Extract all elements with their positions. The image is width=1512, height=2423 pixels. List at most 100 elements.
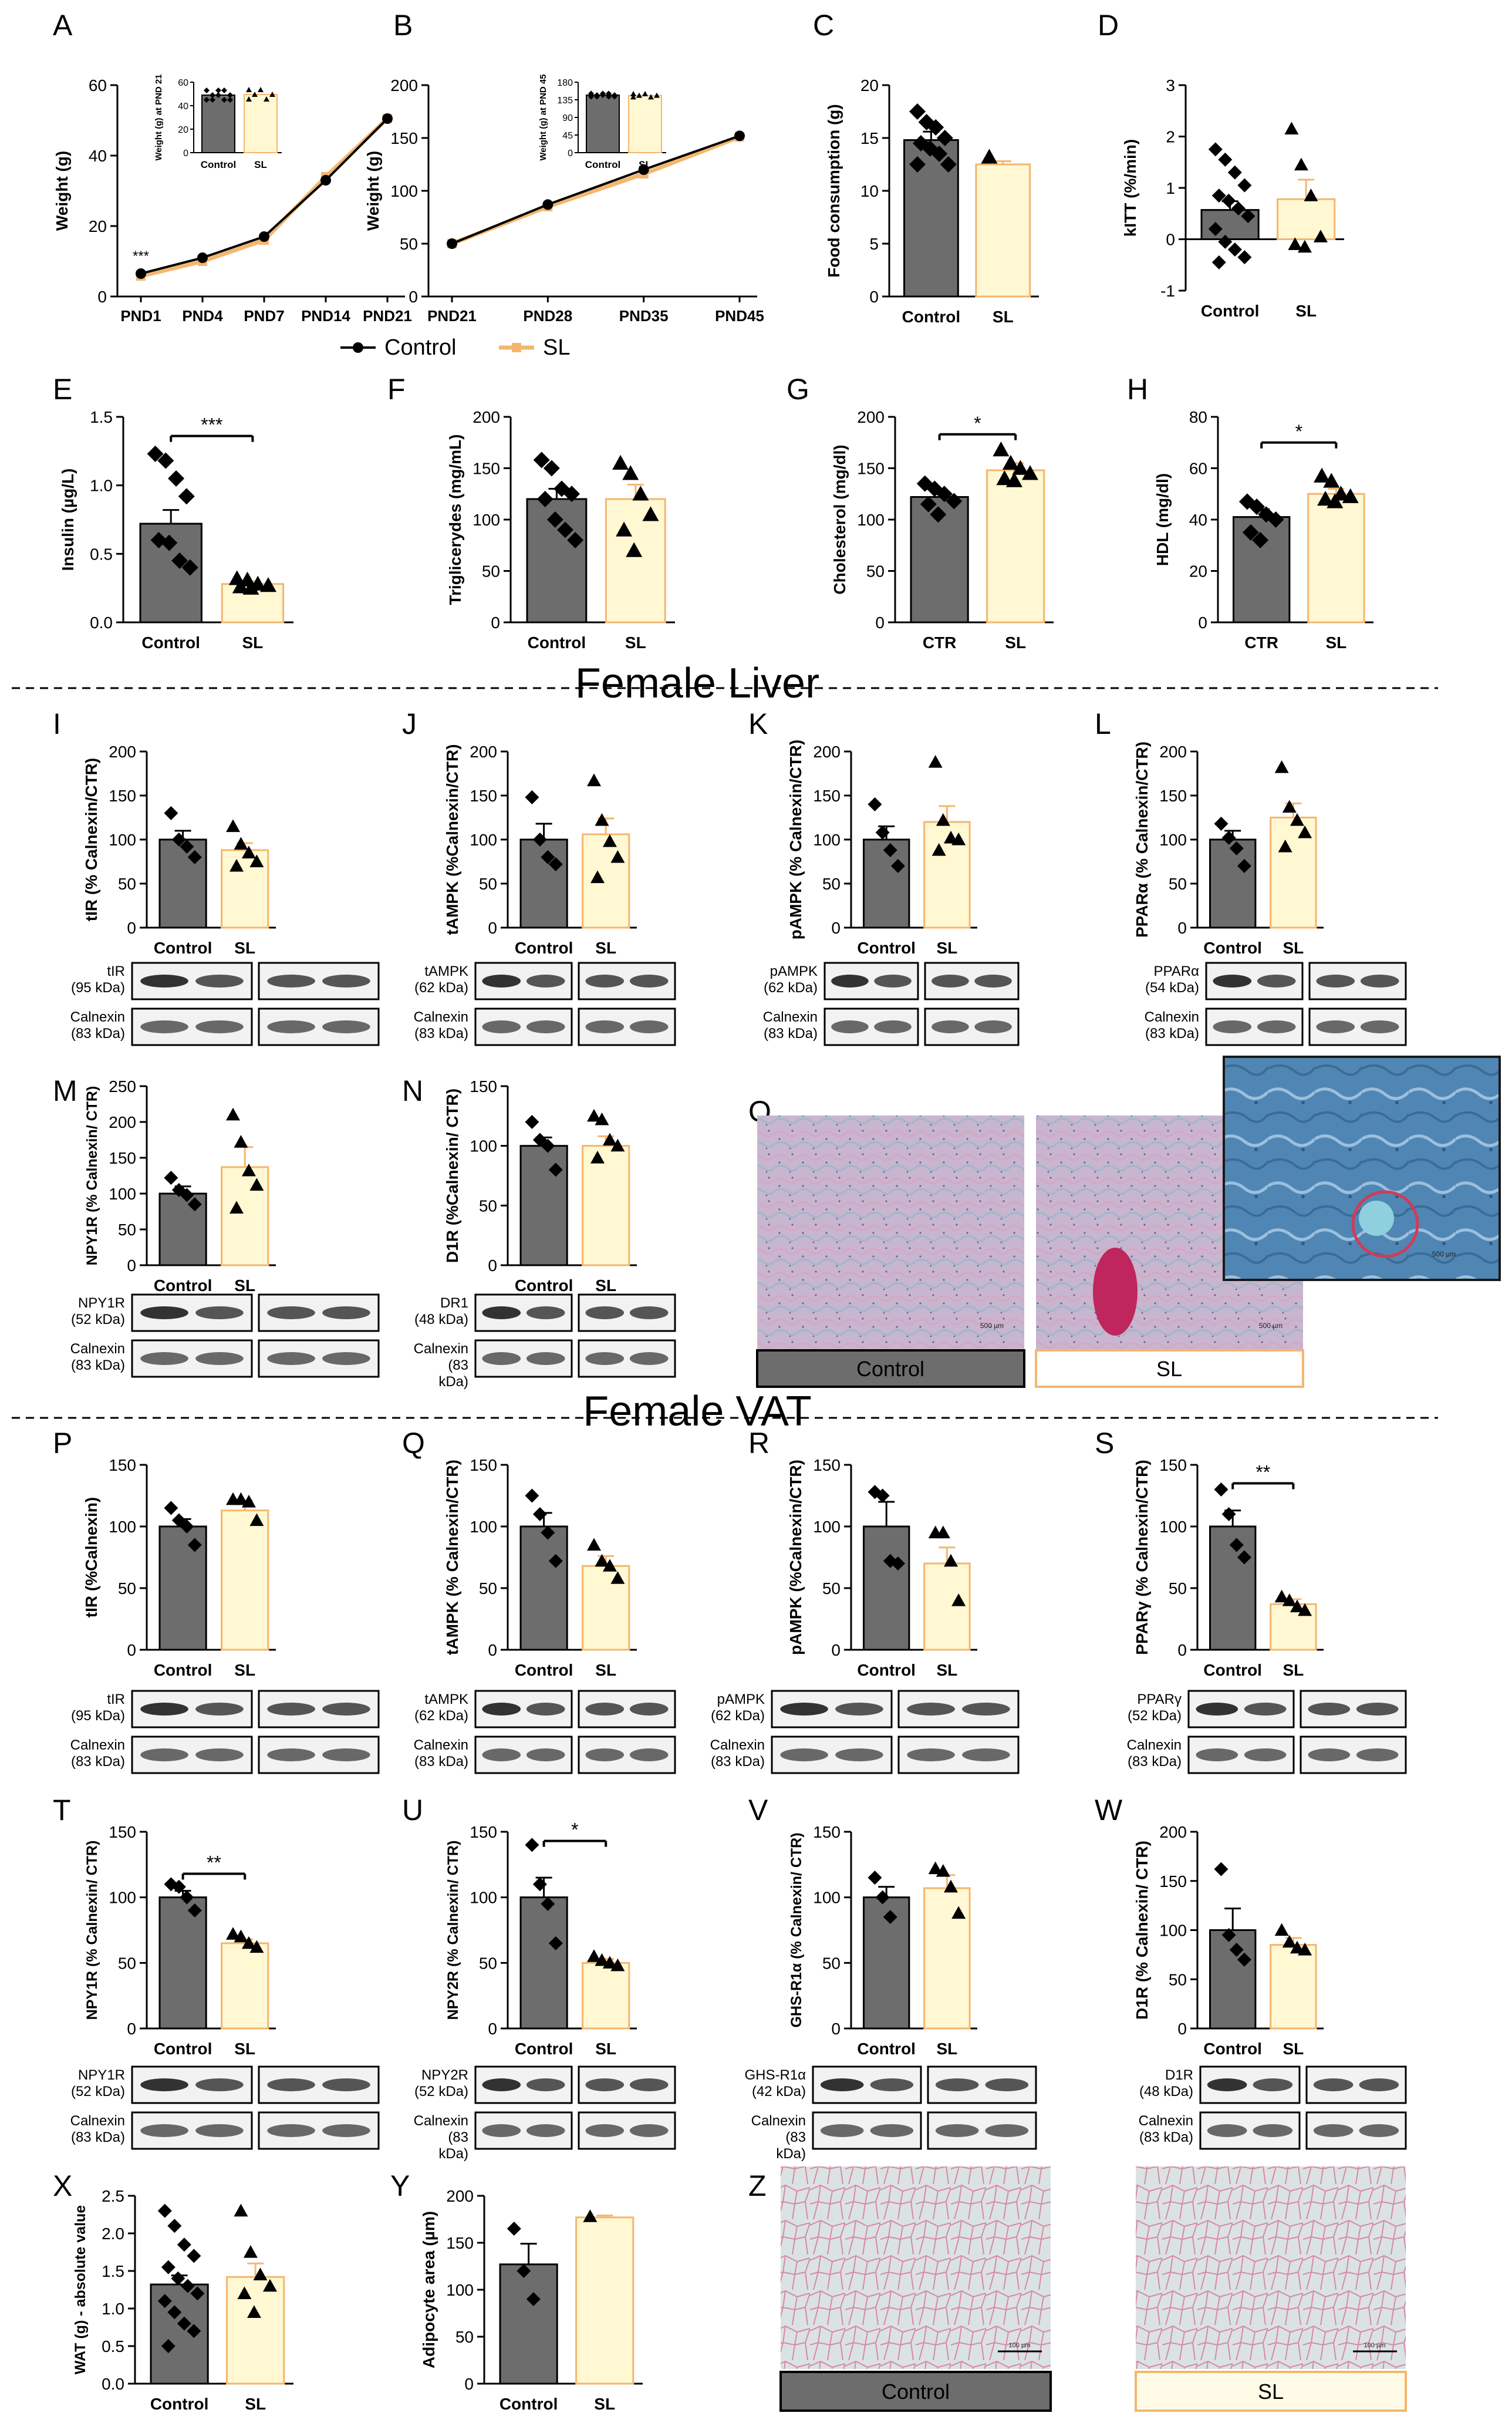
y-tick-label: 0 <box>488 2020 497 2038</box>
blot-band <box>526 1748 565 1761</box>
y-tick-label: 0.0 <box>102 2375 124 2393</box>
blot-label: Calnexin <box>414 1737 468 1753</box>
x-tick-label: PND45 <box>715 307 764 325</box>
x-tick-label: SL <box>234 1276 255 1295</box>
control-data-point <box>187 2324 201 2338</box>
y-tick-label: 100 <box>446 2281 474 2299</box>
x-tick-label: PND7 <box>244 307 284 325</box>
x-tick-label: PND4 <box>182 307 223 325</box>
y-axis-label: Weight (g) <box>53 151 71 231</box>
y-tick-label: 0 <box>831 2020 841 2038</box>
blot-band <box>907 1703 955 1716</box>
sl-data-point <box>1282 1935 1297 1948</box>
blot-label: (52 kDa) <box>71 1312 125 1327</box>
control-data-point <box>936 130 953 146</box>
sl-data-point <box>602 834 617 847</box>
blot-band <box>1313 2078 1354 2091</box>
blot-label: Calnexin <box>414 1009 468 1025</box>
blot-band <box>629 1703 669 1716</box>
inset-data-point <box>630 94 636 100</box>
y-tick-label: 50 <box>822 1579 841 1598</box>
blot-band <box>1356 1703 1399 1716</box>
control-bar <box>499 2263 558 2385</box>
sl-bar <box>582 1145 630 1266</box>
inset-control-bar <box>586 95 620 153</box>
blot-band <box>820 2124 864 2137</box>
blot-band <box>267 975 315 988</box>
panel-k: 0 50 100 150 200 pAMPK (% Calnexin/CTR) Contro… <box>763 740 1020 1046</box>
panel-letter: Y <box>390 2169 410 2202</box>
y-axis-label: pAMPK (%Calnexin/CTR) <box>787 1460 805 1655</box>
x-tick-label: Control <box>857 939 916 957</box>
control-data-point <box>1229 1538 1244 1552</box>
y-tick-label: 100 <box>109 1185 136 1203</box>
y-tick-label: 1.0 <box>102 2300 124 2318</box>
y-tick-label: 50 <box>118 1954 136 1972</box>
panel-g: 0 50 100 150 200 Cholesterol (mg/dl) CTR SL * <box>831 408 1054 652</box>
y-tick-label: 0 <box>875 614 885 632</box>
control-data-point <box>161 2339 176 2353</box>
control-bar <box>519 1525 568 1651</box>
panel-u: 0 50 100 150 NPY2R (% Calnexin/ CTR) Control S… <box>414 1819 676 2162</box>
x-tick-label: Control <box>902 308 961 326</box>
sl-data-point <box>951 1593 966 1606</box>
blot-band <box>1196 1748 1238 1761</box>
blot-band <box>874 1020 912 1033</box>
control-data-point <box>525 1838 539 1852</box>
significance-label: ** <box>1256 1462 1270 1483</box>
y-tick-label: 0 <box>127 919 136 937</box>
sl-data-point <box>602 1559 617 1572</box>
panel-letter: T <box>53 1794 71 1826</box>
sl-data-point <box>981 149 998 164</box>
y-tick-label: 40 <box>89 147 107 165</box>
y-tick-label: 0.0 <box>90 614 113 632</box>
control-data-point <box>883 843 897 857</box>
y-tick-label: 20 <box>89 217 107 235</box>
control-point <box>197 252 208 263</box>
inset-data-point <box>264 96 269 102</box>
y-tick-label: 250 <box>109 1077 136 1096</box>
blot-band <box>526 1020 565 1033</box>
sl-data-point <box>622 465 639 480</box>
control-data-point <box>525 790 539 804</box>
y-axis-label: Triglicerydes (mg/mL) <box>446 434 464 605</box>
panel-z: Z 100 µm 100 µm Control SL <box>748 2166 1407 2412</box>
inset-data-point <box>588 93 594 100</box>
sl-data-point <box>1304 188 1318 201</box>
panel-p: 0 50 100 150 tIR (%Calnexin) Control SL tIR(95 … <box>70 1456 380 1774</box>
blot-label: Calnexin <box>414 2113 468 2129</box>
adipose-image-sl <box>1136 2166 1406 2369</box>
sl-data-point <box>234 837 248 850</box>
y-axis-label: Adipocyte area (µm) <box>420 2211 438 2368</box>
x-tick-label: SL <box>595 2040 616 2058</box>
control-data-point <box>875 1890 890 1905</box>
sl-data-point <box>943 1553 958 1567</box>
control-point <box>136 268 146 279</box>
blot-band <box>585 1748 625 1761</box>
x-tick-label: Control <box>1203 1661 1262 1679</box>
control-data-point <box>909 156 926 173</box>
caption-box-sl <box>1135 2371 1407 2412</box>
significance-label: *** <box>133 248 149 264</box>
blot-band <box>1207 2078 1247 2091</box>
inset-data-point <box>215 87 221 93</box>
highlight-circle <box>1351 1190 1419 1258</box>
blot-band <box>932 975 969 988</box>
blot-band <box>831 975 869 988</box>
y-tick-label: 0 <box>488 919 497 937</box>
blot-band <box>870 2124 914 2137</box>
blot-band <box>140 2078 188 2091</box>
inset-x-tick-label: Control <box>201 159 236 170</box>
control-data-point <box>541 1896 555 1911</box>
y-tick-label: 200 <box>390 76 418 95</box>
blot-band <box>1244 1748 1287 1761</box>
panel-r: 0 50 100 150 pAMPK (%Calnexin/CTR) Control SL p… <box>710 1456 1020 1774</box>
y-tick-label: 1 <box>1166 179 1175 197</box>
y-axis-label: kITT (%/min) <box>1121 139 1139 237</box>
control-data-point <box>890 859 905 873</box>
blot-band <box>935 2078 979 2091</box>
legend-sl-label: SL <box>543 335 570 360</box>
y-tick-label: 200 <box>473 408 500 426</box>
x-tick-label: Control <box>154 939 212 957</box>
blot-band <box>195 1306 244 1319</box>
